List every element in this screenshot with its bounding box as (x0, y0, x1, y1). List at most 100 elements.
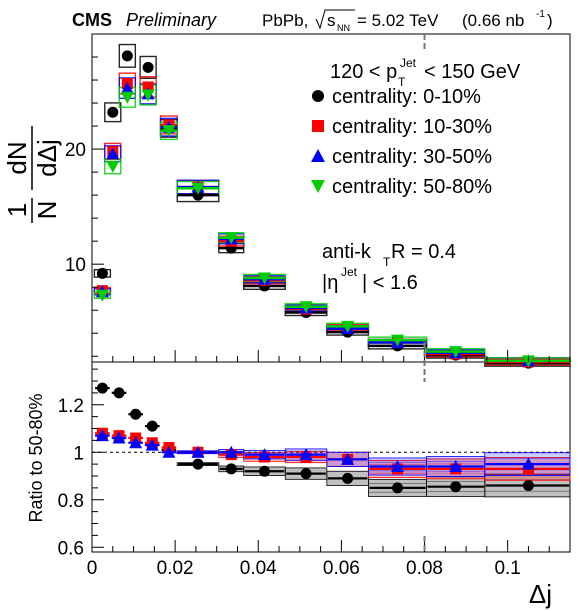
svg-text:| < 1.6: | < 1.6 (362, 272, 418, 294)
systematic-box (139, 55, 157, 79)
upper-plot-marks (93, 43, 571, 369)
x-axis-label: Δj (529, 579, 552, 609)
energy-label: = 5.02 TeV (357, 11, 439, 30)
systematic-box (118, 43, 137, 68)
data-point (341, 320, 355, 333)
data-point (142, 61, 154, 73)
data-point (95, 429, 109, 442)
experiment-label: CMS (72, 10, 112, 30)
svg-text:dN: dN (2, 141, 32, 174)
svg-text:|η: |η (322, 272, 338, 294)
data-point (129, 436, 143, 449)
y-tick-label: 0.6 (58, 538, 84, 559)
data-point (521, 457, 535, 470)
x-tick-label: 0 (87, 558, 98, 579)
data-point (224, 445, 238, 458)
data-point (113, 387, 125, 399)
legend-marker (311, 149, 325, 162)
data-point (162, 445, 176, 458)
data-point (342, 472, 354, 484)
lower-y-axis-label: Ratio to 50-80% (26, 393, 46, 522)
data-point (162, 125, 176, 138)
upper-y-axis-label: 1 N dN dΔj (2, 126, 62, 223)
data-point (96, 267, 108, 279)
data-point (522, 480, 534, 491)
data-point (392, 482, 404, 494)
svg-text:dΔj: dΔj (32, 139, 62, 177)
legend-marker (311, 180, 325, 193)
data-point (257, 272, 271, 285)
data-point (141, 89, 155, 102)
legend-label: centrality: 30-50% (332, 146, 492, 168)
eta-selection-label: |η Jet | < 1.6 (322, 265, 418, 294)
legend-label: centrality: 0-10% (332, 86, 481, 108)
data-point (449, 346, 463, 359)
svg-text:< 150 GeV: < 150 GeV (424, 61, 521, 83)
svg-text:Jet: Jet (341, 265, 358, 279)
data-point (449, 460, 463, 472)
legend-marker (312, 120, 324, 132)
x-tick-label: 0.02 (157, 558, 194, 579)
legend-marker (312, 90, 324, 102)
data-point (106, 147, 120, 160)
data-point (107, 106, 119, 118)
data-point (391, 334, 405, 347)
collision-label: PbPb, (262, 11, 308, 30)
legend: centrality: 0-10% centrality: 10-30% centr… (311, 86, 492, 198)
x-tick-label: 0.06 (323, 558, 360, 579)
svg-text:T: T (398, 75, 406, 89)
x-tick-label: 0.04 (240, 558, 277, 579)
svg-text:anti-k: anti-k (322, 241, 372, 263)
svg-text:Jet: Jet (400, 56, 417, 70)
data-point (258, 465, 270, 477)
svg-text:120 < p: 120 < p (330, 61, 397, 83)
data-point (112, 431, 126, 444)
data-point (191, 445, 205, 458)
data-point (146, 420, 158, 432)
jet-algorithm-label: anti-k T R = 0.4 (322, 241, 456, 269)
svg-text:N: N (32, 201, 62, 220)
data-point (299, 301, 313, 314)
legend-label: centrality: 10-30% (332, 116, 492, 138)
data-point (120, 91, 134, 104)
x-tick-label: 0.08 (406, 558, 443, 579)
data-point (341, 452, 355, 465)
data-point (299, 448, 313, 461)
y-tick-label: 10 (65, 255, 86, 276)
data-point (121, 50, 133, 62)
luminosity-label: (0.66 nb (462, 11, 524, 30)
svg-text:1: 1 (2, 203, 32, 217)
y-tick-label: 20 (65, 140, 86, 161)
y-tick-label: 1.2 (58, 396, 84, 417)
data-point (130, 408, 142, 420)
svg-text:s: s (327, 11, 336, 30)
data-point (192, 458, 204, 470)
data-point (120, 81, 134, 94)
luminosity-close: ) (547, 11, 553, 30)
data-point (106, 160, 120, 173)
svg-text:NN: NN (337, 23, 350, 33)
data-point (96, 382, 108, 394)
data-point (145, 438, 159, 451)
y-tick-label: 0.8 (58, 491, 84, 512)
data-point (225, 463, 237, 475)
svg-text:T: T (383, 255, 391, 269)
sqrt-snn-symbol: s NN (315, 9, 355, 33)
status-label: Preliminary (126, 10, 217, 30)
data-point (300, 468, 312, 480)
data-point (257, 448, 271, 461)
data-point (450, 481, 462, 493)
data-point (95, 289, 109, 302)
data-point (191, 182, 205, 195)
data-point (142, 81, 154, 93)
systematic-box (104, 102, 122, 123)
lower-plot-marks (92, 382, 571, 498)
legend-label: centrality: 50-80% (332, 176, 492, 198)
luminosity-exponent: -1 (536, 9, 545, 20)
data-point (391, 460, 405, 472)
axis-ticks: 10 20 0.6 0.8 1 1.2 0 0.02 0.04 0.06 0.08 0.1 (58, 33, 571, 579)
pt-selection-label: 120 < p T Jet < 150 GeV (330, 56, 521, 89)
svg-text:R = 0.4: R = 0.4 (391, 241, 456, 263)
y-tick-label: 1 (73, 443, 84, 464)
